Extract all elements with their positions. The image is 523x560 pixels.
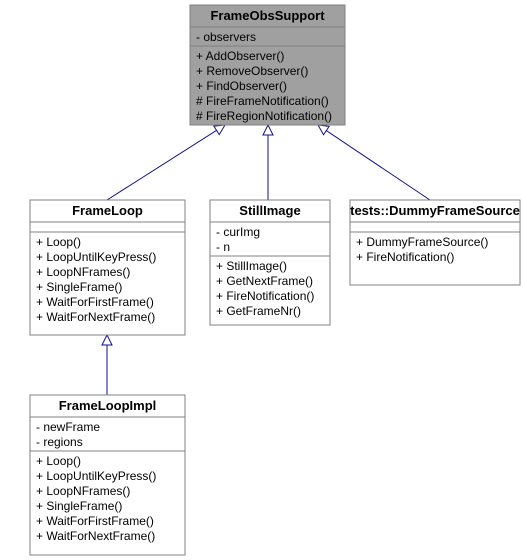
class-method: + RemoveObserver() [196,64,308,78]
class-method: + LoopUntilKeyPress() [36,469,156,483]
class-method: # FireFrameNotification() [196,94,329,108]
class-method: + WaitForFirstFrame() [36,295,154,309]
class-attribute: - regions [36,435,83,449]
class-method: + FireNotification() [356,250,454,264]
class-attribute: - n [216,240,230,254]
class-method: + FireNotification() [216,289,314,303]
class-method: + SingleFrame() [36,499,122,513]
class-method: + AddObserver() [196,49,284,63]
class-attribute: - observers [196,30,256,44]
class-method: # FireRegionNotification() [196,109,332,123]
inheritance-edge [107,125,225,200]
class-attribute: - curImg [216,225,260,239]
class-method: + WaitForNextFrame() [36,529,155,543]
class-method: + GetFrameNr() [216,304,301,318]
inheritance-edge [318,125,430,200]
class-title: StillImage [239,203,300,218]
class-box-FrameLoopImpl: FrameLoopImpl - newFrame- regions + Loop()… [30,395,185,555]
class-method: + LoopNFrames() [36,265,130,279]
class-method: + Loop() [36,454,81,468]
class-method: + LoopUntilKeyPress() [36,250,156,264]
class-attribute: - newFrame [36,420,100,434]
uml-diagram: FrameObsSupport - observers + AddObserver(… [0,0,523,560]
class-title: FrameObsSupport [210,8,325,23]
class-method: + DummyFrameSource() [356,235,488,249]
class-method: + LoopNFrames() [36,484,130,498]
class-method: + Loop() [36,235,81,249]
class-title: FrameLoopImpl [59,398,157,413]
class-method: + GetNextFrame() [216,274,313,288]
class-box-FrameObsSupport: FrameObsSupport - observers + AddObserver(… [190,5,345,125]
class-method: + WaitForNextFrame() [36,310,155,324]
class-title: FrameLoop [72,203,143,218]
class-title: tests::DummyFrameSource [350,203,520,218]
class-box-StillImage: StillImage- curImg- n+ StillImage()+ Get… [210,200,330,325]
class-method: + WaitForFirstFrame() [36,514,154,528]
class-method: + FindObserver() [196,79,287,93]
class-box-FrameLoop: FrameLoop+ Loop()+ LoopUntilKeyPress()+ … [30,200,185,335]
class-method: + SingleFrame() [36,280,122,294]
class-box-DummyFrameSource: tests::DummyFrameSource+ DummyFrameSourc… [350,200,520,285]
class-method: + StillImage() [216,259,287,273]
